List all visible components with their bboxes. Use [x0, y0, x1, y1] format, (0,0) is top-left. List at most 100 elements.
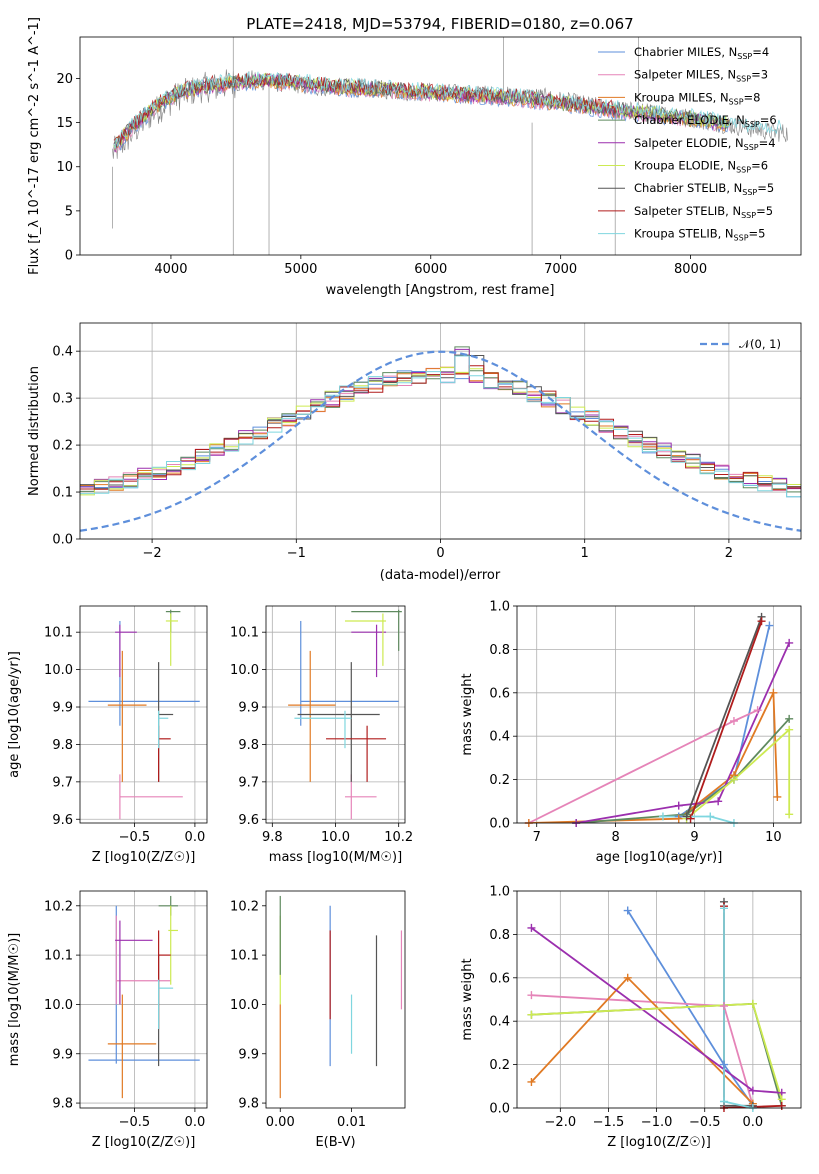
x-tick-label: 8000: [674, 262, 707, 277]
y-tick-label: 9.7: [52, 775, 73, 790]
y-tick-label: 0.2: [489, 773, 510, 788]
weight-marker: [719, 1097, 728, 1106]
legend-label: Chabrier MILES, NSSP=4: [634, 45, 769, 61]
plot-area: [279, 895, 403, 1099]
y-tick-label: 9.9: [52, 1047, 73, 1062]
legend-label: Kroupa ELODIE, NSSP=6: [634, 159, 768, 175]
x-axis-label: age [log10(age/yr)]: [596, 850, 723, 865]
x-tick-label: 2: [725, 546, 733, 561]
weight-marker: [674, 814, 683, 823]
y-tick-label: 9.6: [52, 813, 73, 828]
y-tick-label: 10.1: [44, 949, 73, 964]
weight-marker: [785, 714, 794, 723]
y-tick-label: 15: [56, 116, 73, 131]
weight-line: [662, 815, 735, 823]
y-tick-label: 9.9: [238, 701, 259, 716]
weight-marker: [757, 617, 766, 626]
y-tick-label: 9.6: [238, 813, 259, 828]
y-tick-label: 10.1: [230, 949, 259, 964]
y-tick-label: 9.8: [52, 1097, 73, 1112]
y-tick-label: 0.8: [489, 643, 510, 658]
weight-marker: [623, 973, 632, 982]
x-tick-label: −0.5: [119, 1115, 151, 1130]
weight-marker: [706, 812, 715, 821]
y-tick-label: 1.0: [489, 885, 510, 900]
x-tick-label: 0: [436, 546, 444, 561]
legend-label: Salpeter ELODIE, NSSP=4: [634, 136, 776, 152]
y-tick-label: 10: [56, 160, 73, 175]
y-axis-label: mass [log10(M/M☉)]: [7, 933, 22, 1066]
y-tick-label: 9.9: [52, 701, 73, 716]
y-tick-label: 0.2: [52, 439, 73, 454]
weight-marker: [729, 717, 738, 726]
y-tick-label: 10.2: [44, 899, 73, 914]
axes-frame: [79, 322, 802, 540]
panel-age-vs-mass: 9.8 10.0 10.2 9.6 9.7 9.8 9.9 10.0 10.1 mass [log…: [230, 605, 413, 865]
x-axis-label: mass [log10(M/M☉)]: [269, 850, 402, 865]
y-tick-label: 0.3: [52, 392, 73, 407]
weight-line: [689, 620, 763, 820]
model-spectrum: [113, 72, 730, 151]
plot-area: [88, 609, 200, 820]
weight-marker: [686, 814, 695, 823]
weight-marker: [719, 1060, 728, 1069]
weight-marker: [785, 810, 794, 819]
weight-line: [576, 718, 790, 823]
weight-marker: [785, 725, 794, 734]
weight-marker: [729, 775, 738, 784]
weight-marker: [527, 991, 536, 1000]
x-tick-label: 9: [690, 830, 698, 845]
panel-massweight-vs-Z: −2.0 −1.5 −1.0 −0.5 0.0 0.0 0.2 0.4 0.6 0.8 1.0 Z […: [460, 885, 802, 1150]
weight-marker: [719, 904, 728, 913]
plot-area: [528, 616, 791, 823]
weight-marker: [773, 792, 782, 801]
figure-title: PLATE=2418, MJD=53794, FIBERID=0180, z=0…: [246, 15, 633, 33]
residual-histogram: [80, 355, 801, 498]
weight-marker: [769, 688, 778, 697]
panel-mass-vs-EBV: 0.00 0.01 9.8 9.9 10.0 10.1 10.2 E(B-V): [230, 890, 406, 1150]
y-tick-label: 10.2: [230, 899, 259, 914]
weight-marker: [777, 1101, 786, 1110]
x-tick-label: 10.2: [384, 830, 413, 845]
y-tick-label: 20: [56, 72, 73, 87]
axes-frame: [79, 890, 208, 1109]
plot-area: [288, 609, 402, 820]
weight-marker: [527, 923, 536, 932]
y-tick-label: 0.8: [489, 928, 510, 943]
y-tick-label: 0.1: [52, 486, 73, 501]
x-axis-label: E(B-V): [315, 1135, 355, 1150]
model-spectrum: [113, 71, 782, 149]
x-tick-label: 9.8: [262, 830, 283, 845]
x-tick-label: −1.5: [593, 1115, 625, 1130]
y-tick-label: 10.0: [44, 998, 73, 1013]
x-axis-label: Z [log10(Z/Z☉)]: [607, 1135, 711, 1150]
weight-marker: [527, 1010, 536, 1019]
weight-marker: [765, 621, 774, 630]
plot-area: [88, 895, 200, 1099]
x-tick-label: 6000: [414, 262, 447, 277]
panel-mass-vs-Z: −0.5 0.0 9.8 9.9 10.0 10.1 10.2 Z [log10(Z/Z☉)]…: [7, 890, 208, 1150]
y-tick-label: 9.7: [238, 775, 259, 790]
weight-marker: [719, 1002, 728, 1011]
legend-label: Salpeter MILES, NSSP=3: [634, 68, 768, 84]
panel-age-vs-Z: −0.5 0.0 9.6 9.7 9.8 9.9 10.0 10.1 Z [log10(Z/Z☉…: [7, 605, 208, 865]
x-tick-label: −1: [287, 546, 306, 561]
y-tick-label: 10.0: [44, 663, 73, 678]
y-tick-label: 0.0: [489, 1102, 510, 1117]
y-tick-label: 0.4: [489, 1015, 510, 1030]
y-tick-label: 0.6: [489, 686, 510, 701]
y-tick-label: 9.8: [52, 738, 73, 753]
y-tick-label: 10.0: [230, 998, 259, 1013]
legend-label: Chabrier STELIB, NSSP=5: [634, 181, 774, 197]
x-tick-label: 7000: [544, 262, 577, 277]
x-tick-label: 0.00: [266, 1115, 295, 1130]
panel-massweight-vs-age: 7 8 9 10 0.0 0.2 0.4 0.6 0.8 1.0 age [log10(age/yr…: [460, 600, 802, 865]
y-tick-label: 9.8: [238, 738, 259, 753]
weight-line: [576, 642, 791, 823]
weight-marker: [714, 797, 723, 806]
legend-label: Kroupa MILES, NSSP=8: [634, 90, 760, 106]
y-axis-label: Normed distribution: [27, 366, 42, 496]
x-tick-label: 5000: [284, 262, 317, 277]
x-tick-label: 10.0: [321, 830, 350, 845]
